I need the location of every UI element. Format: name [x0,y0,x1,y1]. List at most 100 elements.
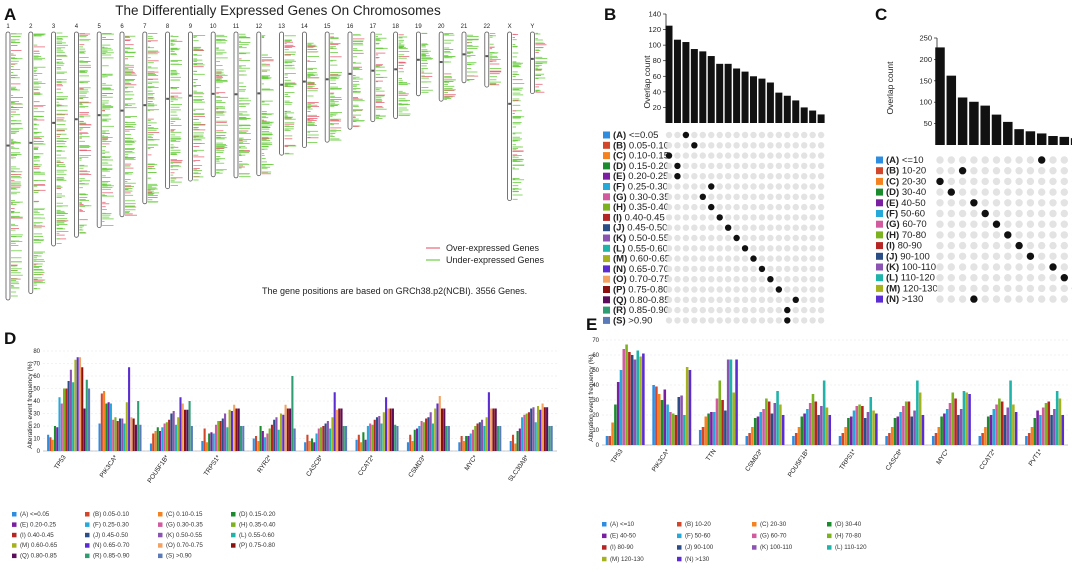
membership-dot-off [767,173,774,180]
membership-dot-off [936,284,944,293]
membership-dot-off [716,203,723,211]
alteration-bar [63,388,66,451]
chromosome-label: 10 [210,24,217,30]
membership-dot-off [817,193,825,200]
membership-dot-off [716,183,723,190]
alteration-bar [355,439,358,451]
membership-dot-off [767,255,774,262]
membership-dot-off [1026,188,1035,196]
membership-dot-off [992,209,1001,218]
membership-dot-off [792,162,799,170]
chromosome-17 [370,31,388,123]
alteration-bar [721,400,724,445]
membership-dot-off [970,188,978,196]
membership-dot-off [775,142,783,149]
membership-dot-off [733,317,740,324]
membership-dot-off [792,183,799,190]
membership-dot-off [784,173,791,180]
membership-dot-off [708,306,715,314]
membership-dot-off [767,203,774,211]
membership-dot-off [981,263,989,271]
membership-dot-off [792,152,799,159]
alteration-bar [608,436,612,445]
membership-dot-off [708,255,715,262]
alteration-bar [548,426,551,451]
category-label: CASC8* [305,454,325,478]
membership-dot-off [792,306,799,314]
membership-dot-off [992,156,1001,164]
membership-dot-off [958,284,967,293]
alteration-bar [51,439,54,451]
alteration-bar [375,417,379,451]
chromosome-4 [74,31,92,238]
alteration-bar [1025,436,1028,445]
category-label: CCAT2* [978,448,997,472]
alteration-bar [852,410,856,445]
alteration-bar [277,429,280,451]
centromere [508,102,511,105]
alteration-bar [803,413,806,445]
membership-dot-off [1060,209,1069,218]
alteration-bar [259,426,262,451]
y-tick-label: 50 [924,119,932,128]
chromosome-3 [51,31,69,247]
membership-dot-off [682,306,690,314]
membership-dot-off [733,203,740,211]
membership-dot-off [801,317,808,324]
overlap-bar [673,39,681,123]
legend-swatch [827,533,832,539]
membership-dot-off [691,255,698,262]
set-swatch [876,156,883,164]
alteration-bar [820,406,823,445]
set-swatch [876,242,883,250]
membership-dot-off [1026,167,1035,175]
overlap-bar [716,63,724,123]
overlap-bar [775,92,783,123]
membership-dot-off [1038,220,1046,228]
alteration-bar [474,426,477,451]
membership-dot-off [1049,209,1057,218]
chromosome-label: 11 [233,24,240,30]
alteration-bar [152,433,155,451]
chromosome-body [96,31,102,229]
set-label: (E) 0.20-0.25 [613,171,668,182]
alteration-bar [1039,415,1042,445]
alteration-bar [806,409,809,445]
membership-dot-off [784,224,791,231]
legend-label: (P) 0.75-0.80 [239,542,276,549]
membership-dot-off [1026,209,1035,218]
set-swatch [876,252,883,260]
alteration-bar [268,428,271,451]
alteration-bar [279,413,283,451]
membership-dot-on [691,142,698,149]
legend-swatch [677,522,682,527]
overlap-bar [1070,138,1072,145]
alteration-bar [550,426,553,451]
alteration-bar [230,411,233,451]
alteration-bar [652,385,655,445]
membership-dot-off [733,152,740,159]
alteration-bar [364,439,367,451]
membership-dot-off [708,152,715,159]
membership-dot-off [809,286,816,293]
membership-dot-off [682,183,690,190]
alteration-bar [487,392,490,451]
alteration-bar [822,380,826,445]
membership-dot-on [970,295,978,303]
membership-dot-off [1026,263,1035,271]
overlap-bar [809,110,817,123]
set-letter: (E) [886,198,899,209]
alteration-bar [422,422,425,451]
membership-dot-off [801,265,808,273]
panel-b-ylabel: Overlap count [642,55,652,109]
membership-dot-on [1060,274,1069,282]
chromosome-label: 22 [483,24,490,30]
membership-dot-off [801,152,808,159]
alteration-bar [921,415,925,445]
legend-label: (L) 0.55-0.60 [239,532,275,539]
membership-dot-off [809,173,816,180]
overlap-bar [792,100,800,123]
alteration-bar [534,422,537,451]
alteration-bar [710,412,713,445]
overlap-bar [707,56,715,123]
